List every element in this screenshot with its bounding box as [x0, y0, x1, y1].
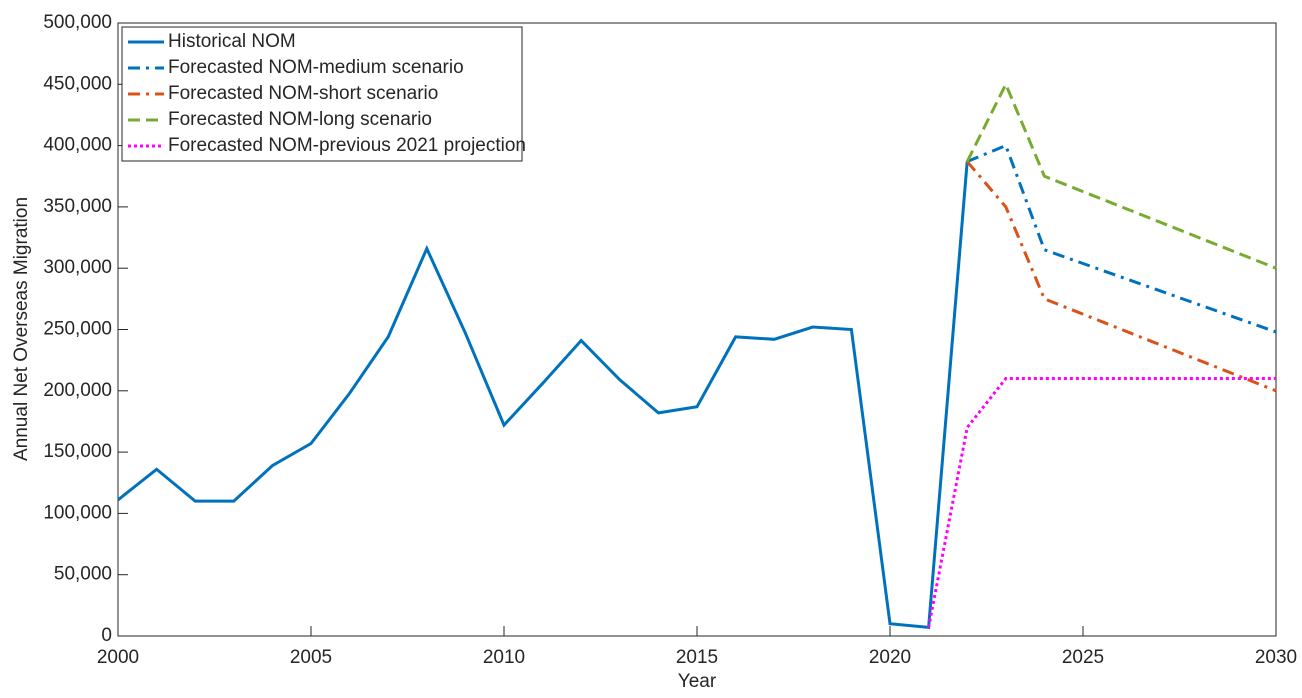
- series-line: [966, 143, 1277, 334]
- legend-label: Forecasted NOM-medium scenario: [168, 57, 464, 78]
- x-tick-label: 2030: [1255, 647, 1297, 668]
- series-line: [117, 161, 969, 630]
- x-tick-label: 2005: [290, 647, 332, 668]
- legend-label: Forecasted NOM-long scenario: [168, 109, 432, 130]
- x-tick-label: 2020: [869, 647, 911, 668]
- series-line: [965, 80, 1277, 270]
- y-tick-label: 250,000: [43, 319, 112, 340]
- y-tick-label: 100,000: [43, 502, 112, 523]
- y-tick-label: 400,000: [43, 135, 112, 156]
- y-tick-label: 50,000: [54, 564, 112, 585]
- y-axis-label: Annual Net Overseas Migration: [11, 197, 32, 461]
- y-tick-label: 300,000: [43, 257, 112, 278]
- series-line: [927, 377, 1276, 628]
- legend-box: [121, 26, 523, 162]
- x-tick-label: 2000: [97, 647, 139, 668]
- x-tick-label: 2025: [1062, 647, 1104, 668]
- series-line: [966, 160, 1277, 393]
- legend-label: Forecasted NOM-previous 2021 projection: [168, 135, 526, 156]
- x-tick-label: 2010: [483, 647, 525, 668]
- y-tick-label: 350,000: [43, 196, 112, 217]
- legend-label: Forecasted NOM-short scenario: [168, 83, 438, 104]
- y-tick-label: 0: [101, 625, 112, 646]
- y-tick-label: 200,000: [43, 380, 112, 401]
- y-tick-label: 150,000: [43, 441, 112, 462]
- y-tick-label: 500,000: [43, 12, 112, 33]
- legend-label: Historical NOM: [168, 31, 296, 52]
- y-tick-label: 450,000: [43, 73, 112, 94]
- x-axis-label: Year: [678, 671, 717, 692]
- x-tick-label: 2015: [676, 647, 718, 668]
